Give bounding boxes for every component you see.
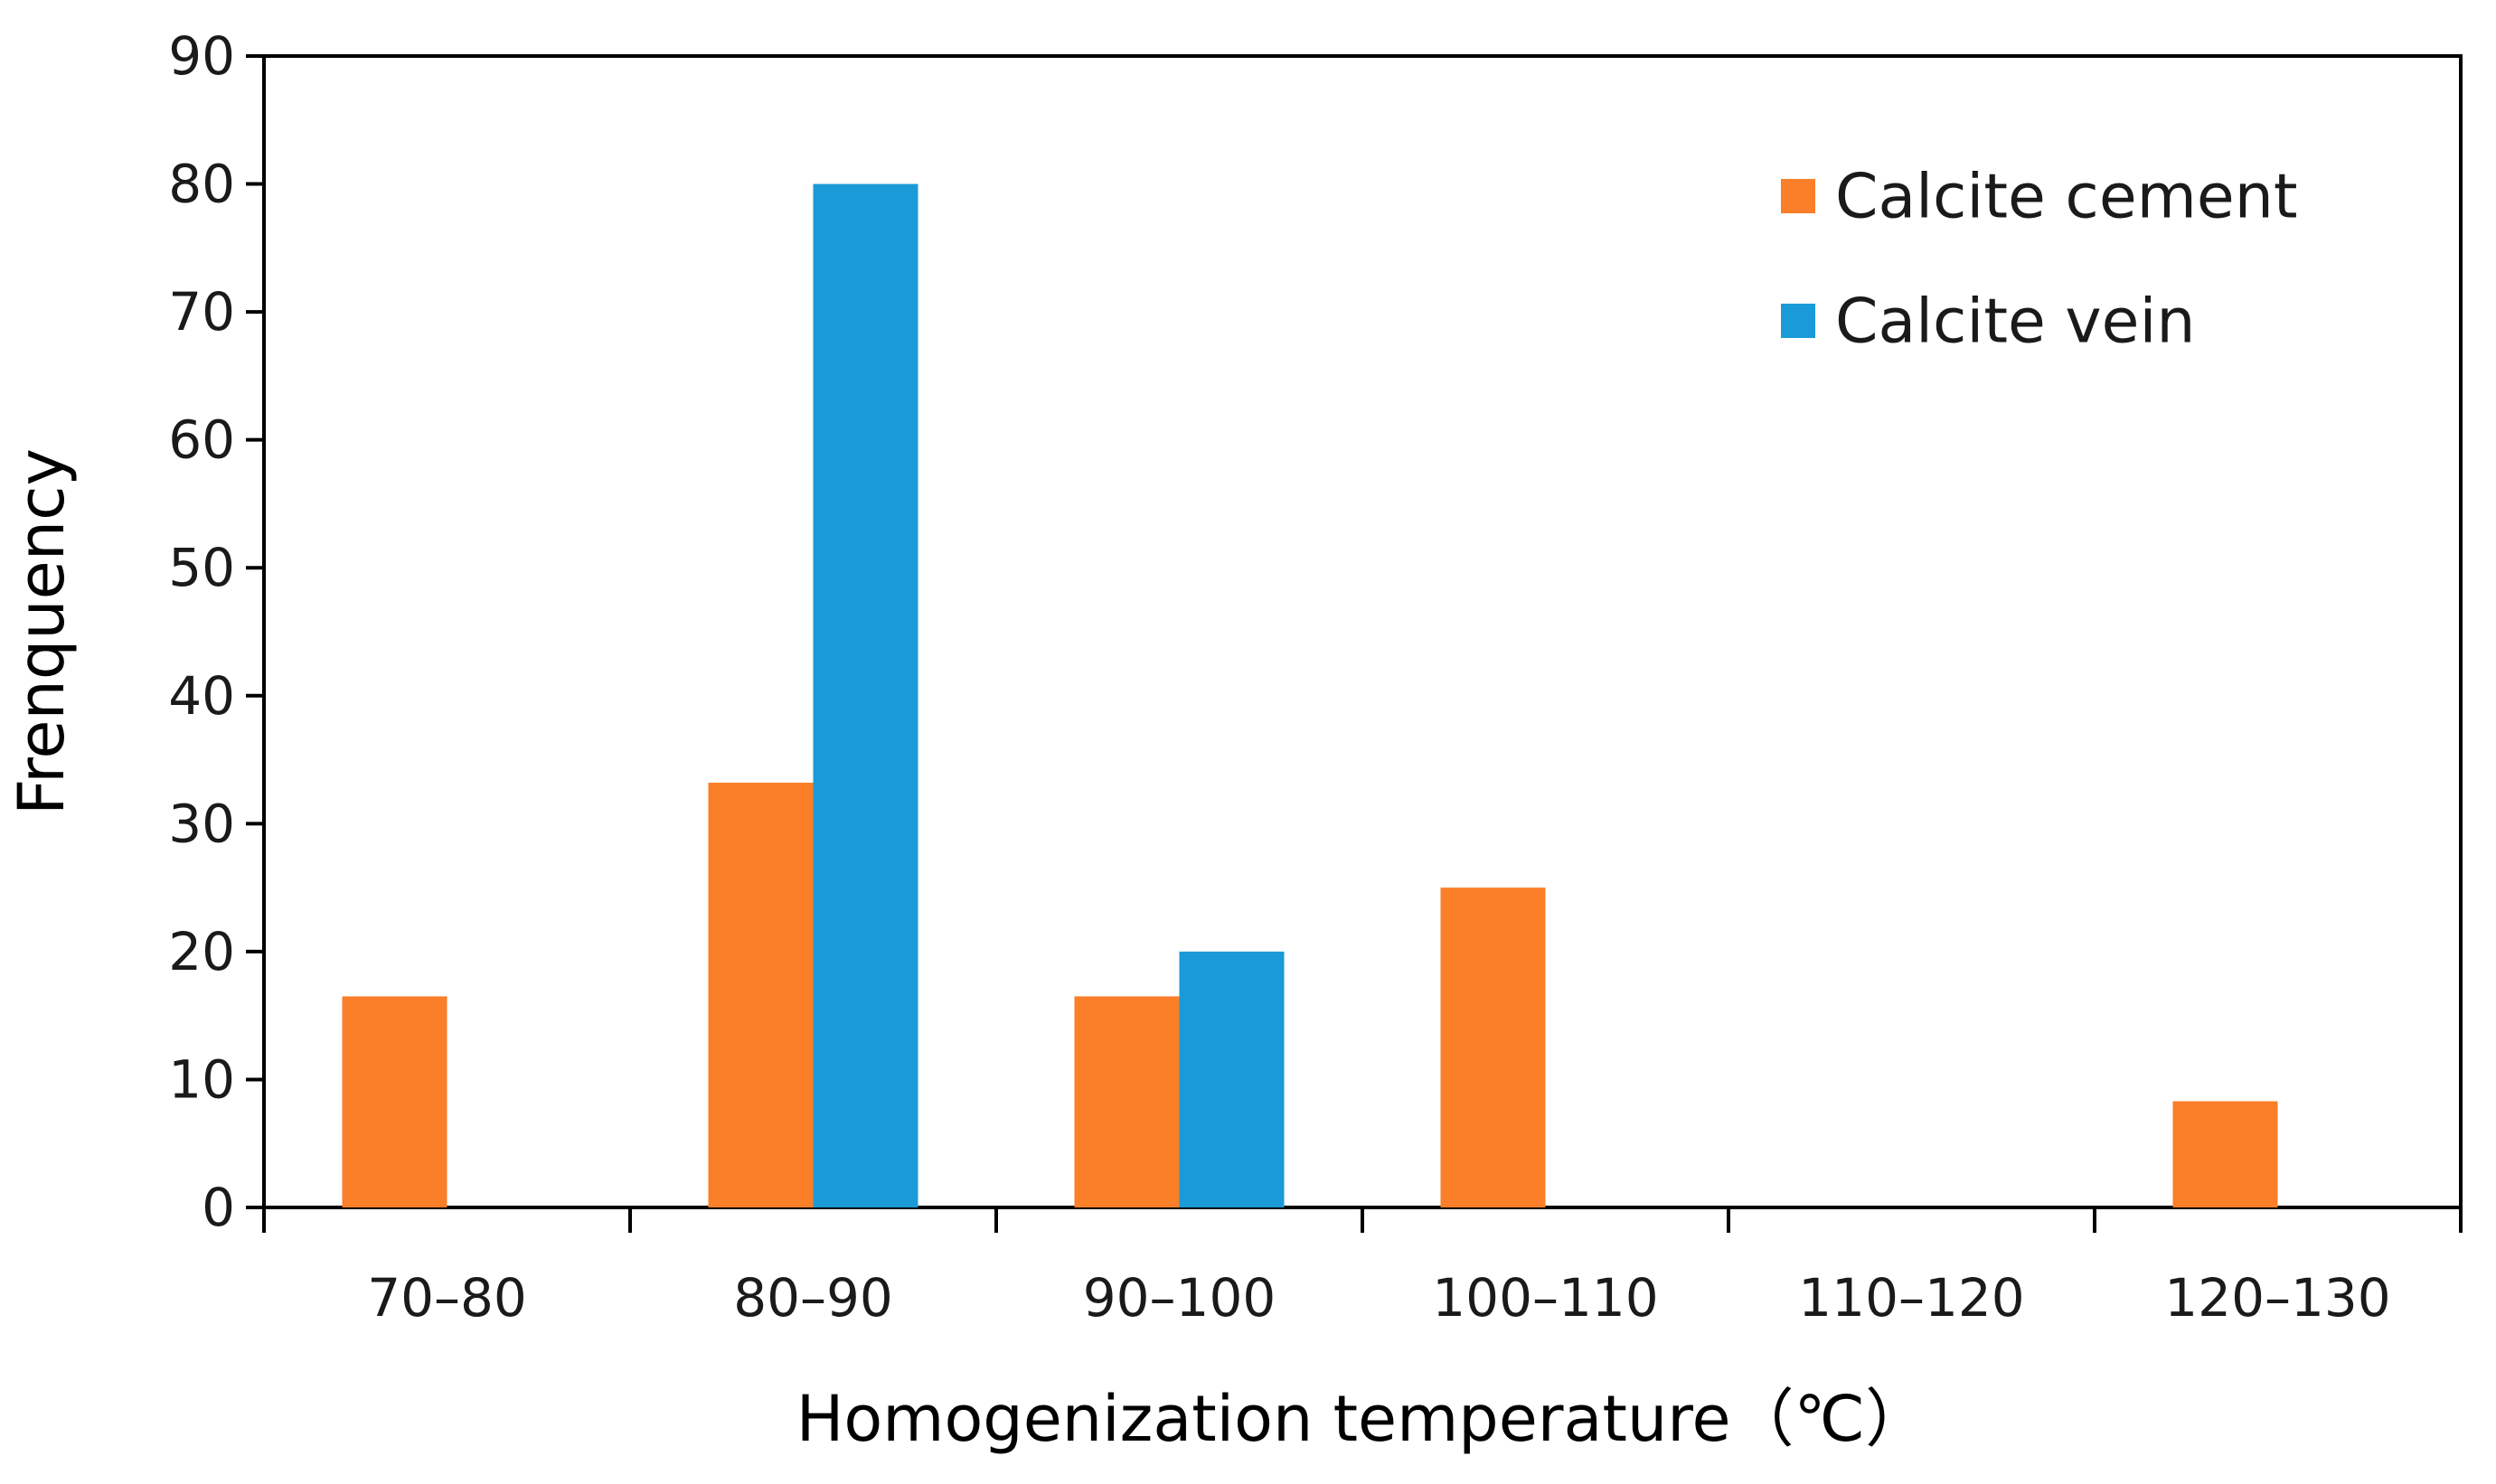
x-tick-label: 90–100: [1083, 1267, 1276, 1329]
legend-label: Calcite vein: [1835, 286, 2196, 358]
y-axis-title: Frenquency: [5, 448, 79, 815]
bar-calcite-cement-0: [342, 996, 447, 1207]
x-tick-label: 120–130: [2164, 1267, 2390, 1329]
y-tick-label: 20: [168, 921, 235, 982]
y-tick-label: 40: [168, 665, 235, 727]
legend: Calcite cement Calcite vein: [1781, 162, 2298, 358]
x-axis: 70–80 80–90 90–100 100–110 110–120 120–130: [262, 1207, 2463, 1329]
x-tick-label: 80–90: [733, 1267, 893, 1329]
y-tick-label: 0: [202, 1177, 235, 1238]
legend-swatch: [1781, 304, 1815, 338]
x-tick-label: 100–110: [1432, 1267, 1658, 1329]
y-tick-label: 70: [168, 281, 235, 343]
legend-swatch: [1781, 179, 1815, 213]
y-tick-label: 60: [168, 409, 235, 471]
y-tick-label: 30: [168, 793, 235, 854]
bars-group: [342, 183, 2278, 1208]
bar-calcite-cement-5: [2172, 1101, 2278, 1207]
bar-calcite-vein-1: [813, 183, 918, 1208]
bar-calcite-vein-2: [1179, 951, 1285, 1207]
plot-area: [262, 54, 2463, 1209]
y-axis: 0 10 20 30 40 50 60 70 80 90: [168, 25, 264, 1238]
legend-label: Calcite cement: [1835, 162, 2298, 233]
y-tick-label: 50: [168, 537, 235, 598]
y-tick-label: 10: [168, 1048, 235, 1110]
x-tick-label: 70–80: [367, 1267, 527, 1329]
y-tick-label: 80: [168, 154, 235, 215]
bar-calcite-cement-2: [1074, 996, 1180, 1207]
y-tick-label: 90: [168, 25, 235, 87]
bar-calcite-cement-1: [708, 783, 814, 1207]
x-axis-title: Homogenization temperature（℃）: [796, 1382, 1928, 1456]
x-tick-label: 110–120: [1798, 1267, 2024, 1329]
bar-calcite-cement-3: [1440, 888, 1546, 1207]
